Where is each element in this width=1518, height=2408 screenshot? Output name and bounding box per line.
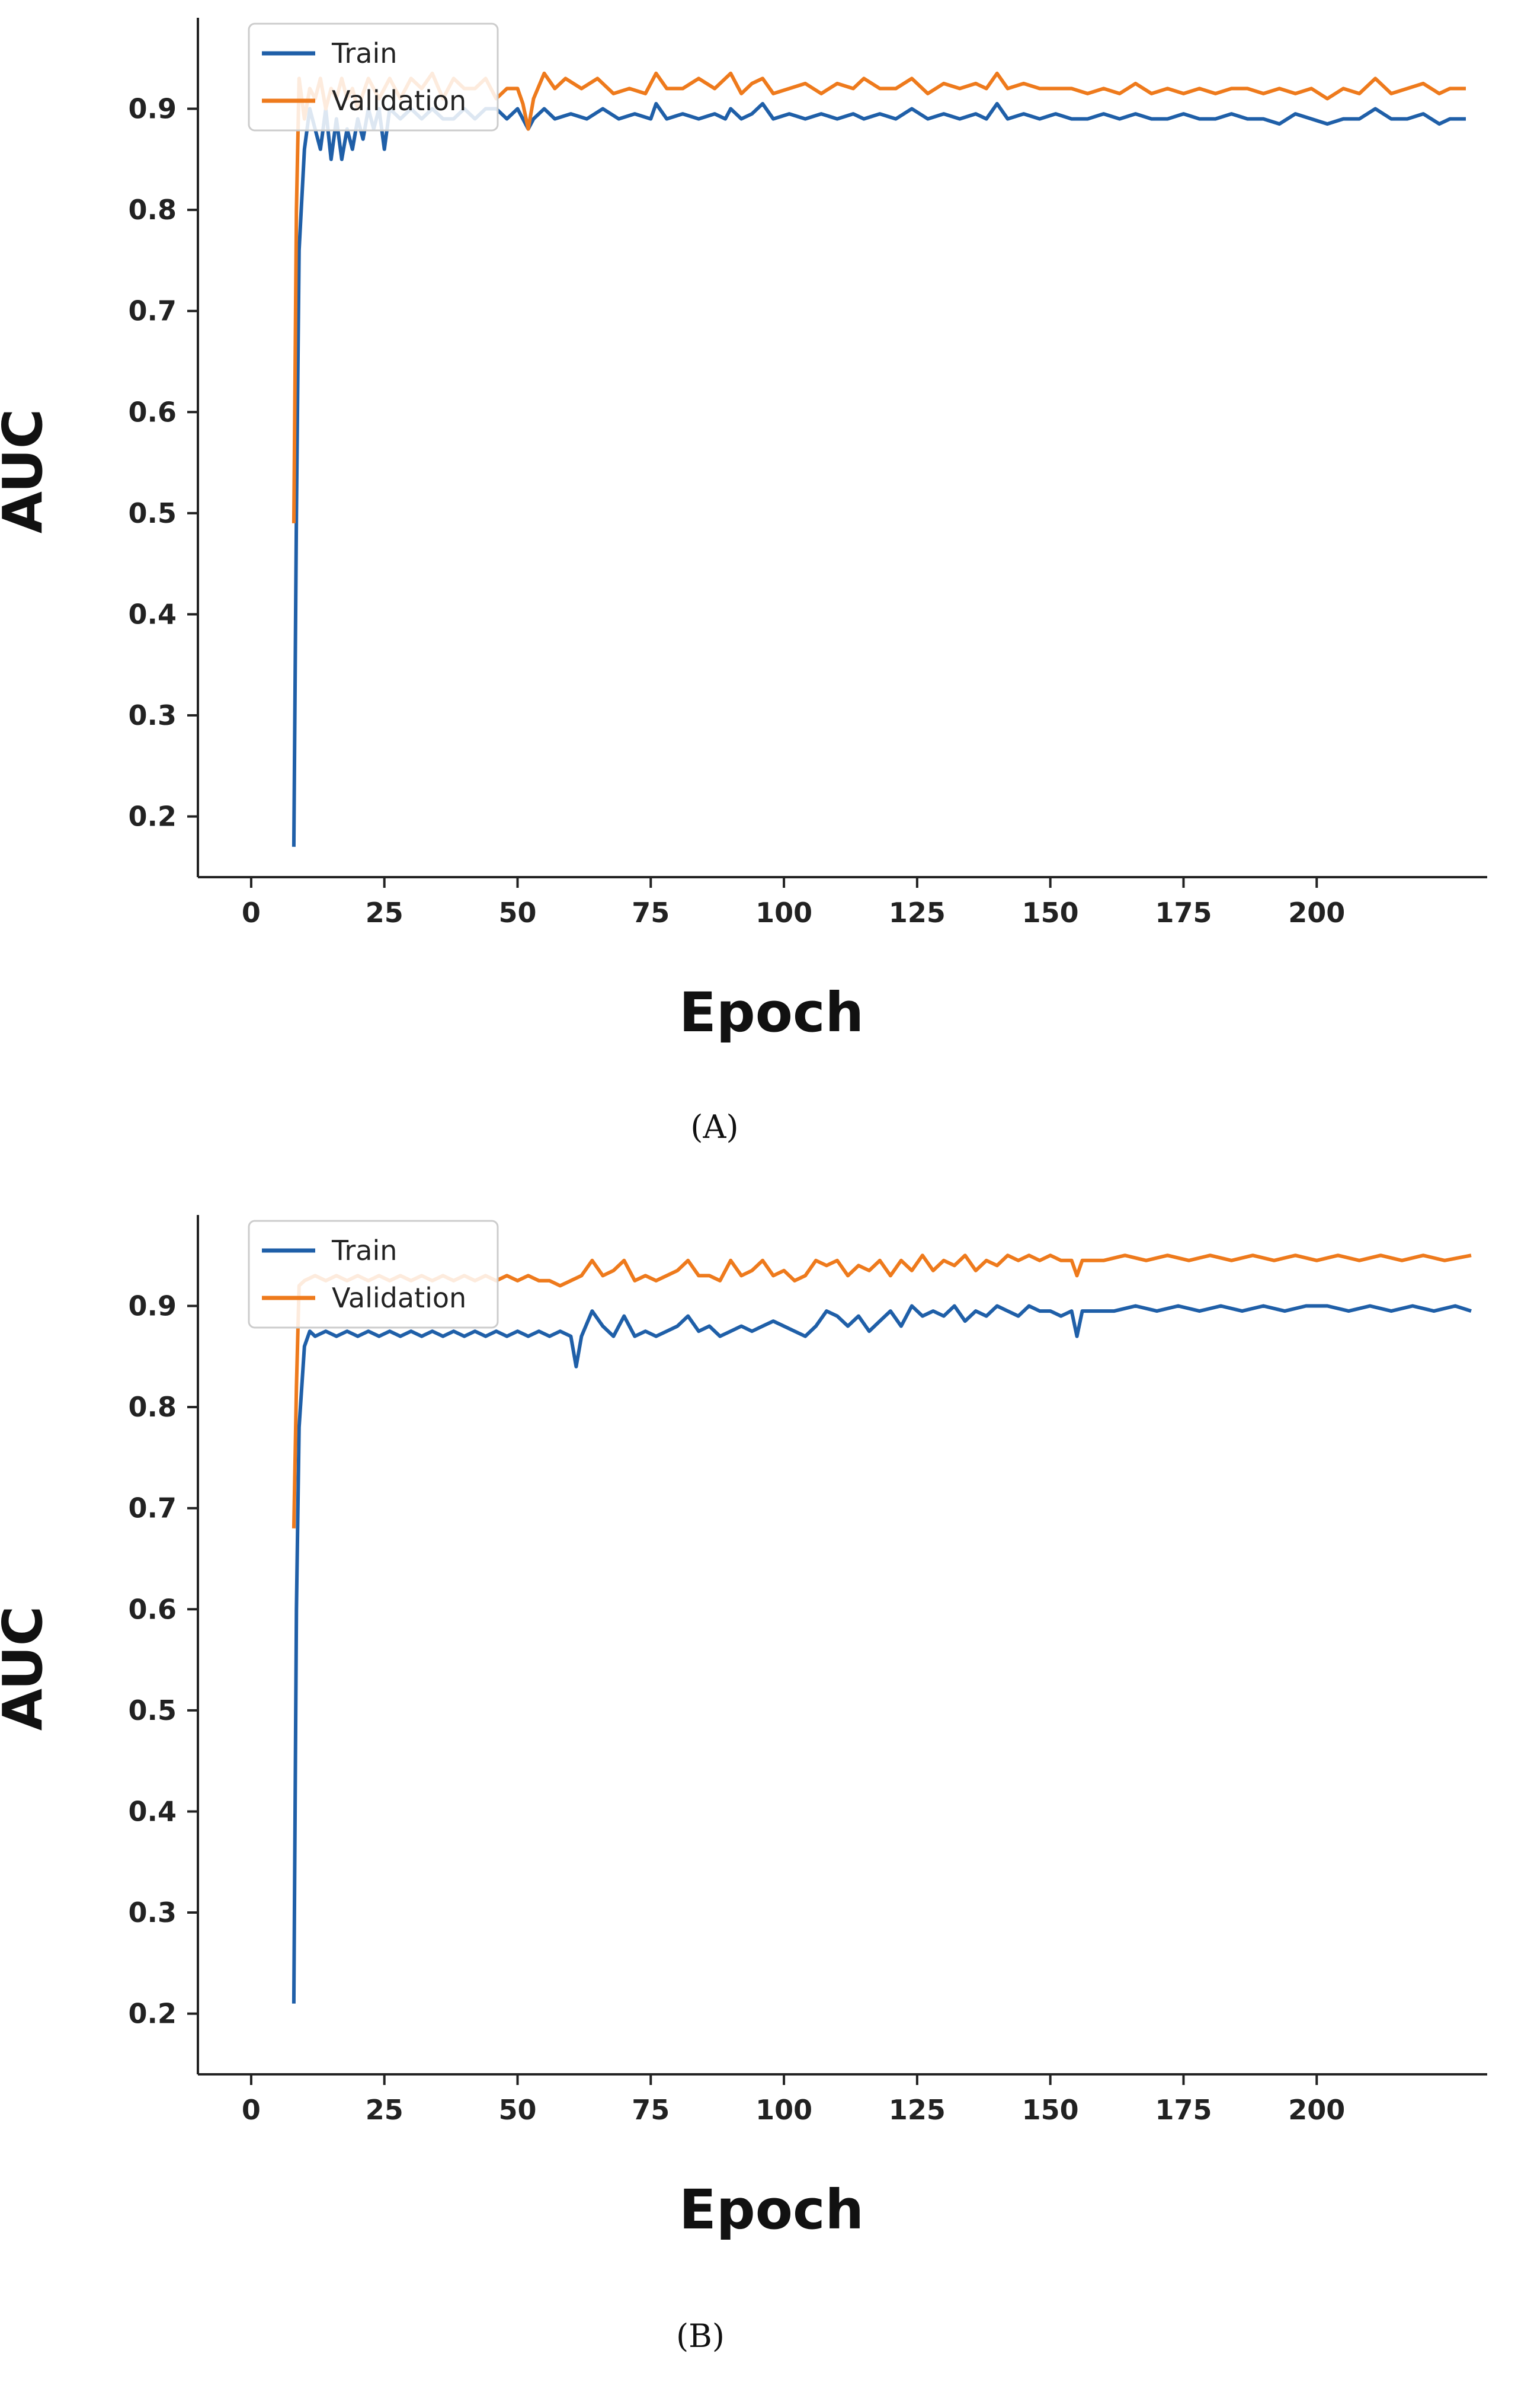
y-tick-label: 0.3: [129, 1897, 177, 1929]
x-axis-title: Epoch: [679, 2178, 864, 2241]
x-tick-label: 125: [889, 2094, 946, 2126]
x-tick-label: 0: [242, 2094, 261, 2126]
x-tick-label: 25: [366, 2094, 403, 2126]
series-line-train: [292, 1304, 1472, 2004]
chart-b-caption: (B): [676, 2317, 725, 2355]
x-tick-label: 0: [242, 897, 261, 929]
legend-label-validation: Validation: [332, 1282, 466, 1314]
legend: Train Validation: [248, 1220, 499, 1329]
x-tick-label: 200: [1288, 2094, 1345, 2126]
series-line-train: [292, 102, 1466, 847]
chart-panel-b: 0.2 0.3 0.4 0.5 0.6 0.7 0.8 0.9 0 25 50 75 100 125 150…: [0, 1203, 1518, 2408]
legend-box: [248, 23, 499, 132]
x-tick-label: 75: [632, 897, 670, 929]
y-tick-label: 0.5: [129, 497, 177, 529]
x-tick-label: 200: [1288, 897, 1345, 929]
y-tick-label: 0.8: [129, 1391, 177, 1423]
y-axis-title: AUC: [0, 1606, 55, 1731]
x-tick-label: 150: [1022, 897, 1079, 929]
x-axis-title: Epoch: [679, 981, 864, 1044]
x-tick-label: 50: [498, 2094, 536, 2126]
x-tick-label: 175: [1155, 2094, 1212, 2126]
y-tick-label: 0.6: [129, 1593, 177, 1625]
y-axis-title: AUC: [0, 409, 55, 534]
x-tick-label: 150: [1022, 2094, 1079, 2126]
y-tick-label: 0.2: [129, 801, 177, 833]
y-tick-label: 0.9: [129, 93, 177, 125]
legend-label-train: Train: [331, 1235, 397, 1267]
y-tick-label: 0.7: [129, 295, 177, 327]
y-tick-label: 0.7: [129, 1492, 177, 1524]
x-tick-label: 175: [1155, 897, 1212, 929]
legend-label-train: Train: [331, 37, 397, 69]
x-tick-label: 100: [755, 897, 812, 929]
y-tick-label: 0.9: [129, 1290, 177, 1322]
chart-b-plot: 0.2 0.3 0.4 0.5 0.6 0.7 0.8 0.9 0 25 50 75 100 125 150…: [0, 1215, 1487, 2241]
legend: Train Validation: [248, 23, 499, 132]
chart-a-caption: (A): [690, 1108, 739, 1146]
y-tick-label: 0.4: [129, 598, 177, 630]
chart-panel-a: 0.2 0.3 0.4 0.5 0.6 0.7 0.8 0.9 0 25 50 75 100 125 150…: [0, 0, 1518, 1203]
legend-box: [248, 1220, 499, 1329]
legend-label-validation: Validation: [332, 85, 466, 117]
x-tick-label: 50: [498, 897, 536, 929]
y-tick-label: 0.6: [129, 396, 177, 428]
chart-a-plot: 0.2 0.3 0.4 0.5 0.6 0.7 0.8 0.9 0 25 50 75 100 125 150…: [0, 18, 1487, 1044]
y-tick-label: 0.5: [129, 1694, 177, 1726]
y-tick-label: 0.3: [129, 699, 177, 731]
y-tick-label: 0.8: [129, 194, 177, 226]
y-tick-label: 0.4: [129, 1795, 177, 1827]
series-line-validation: [292, 71, 1466, 523]
x-tick-label: 75: [632, 2094, 670, 2126]
x-tick-label: 25: [366, 897, 403, 929]
x-tick-label: 125: [889, 897, 946, 929]
y-tick-label: 0.2: [129, 1998, 177, 2030]
x-tick-label: 100: [755, 2094, 812, 2126]
